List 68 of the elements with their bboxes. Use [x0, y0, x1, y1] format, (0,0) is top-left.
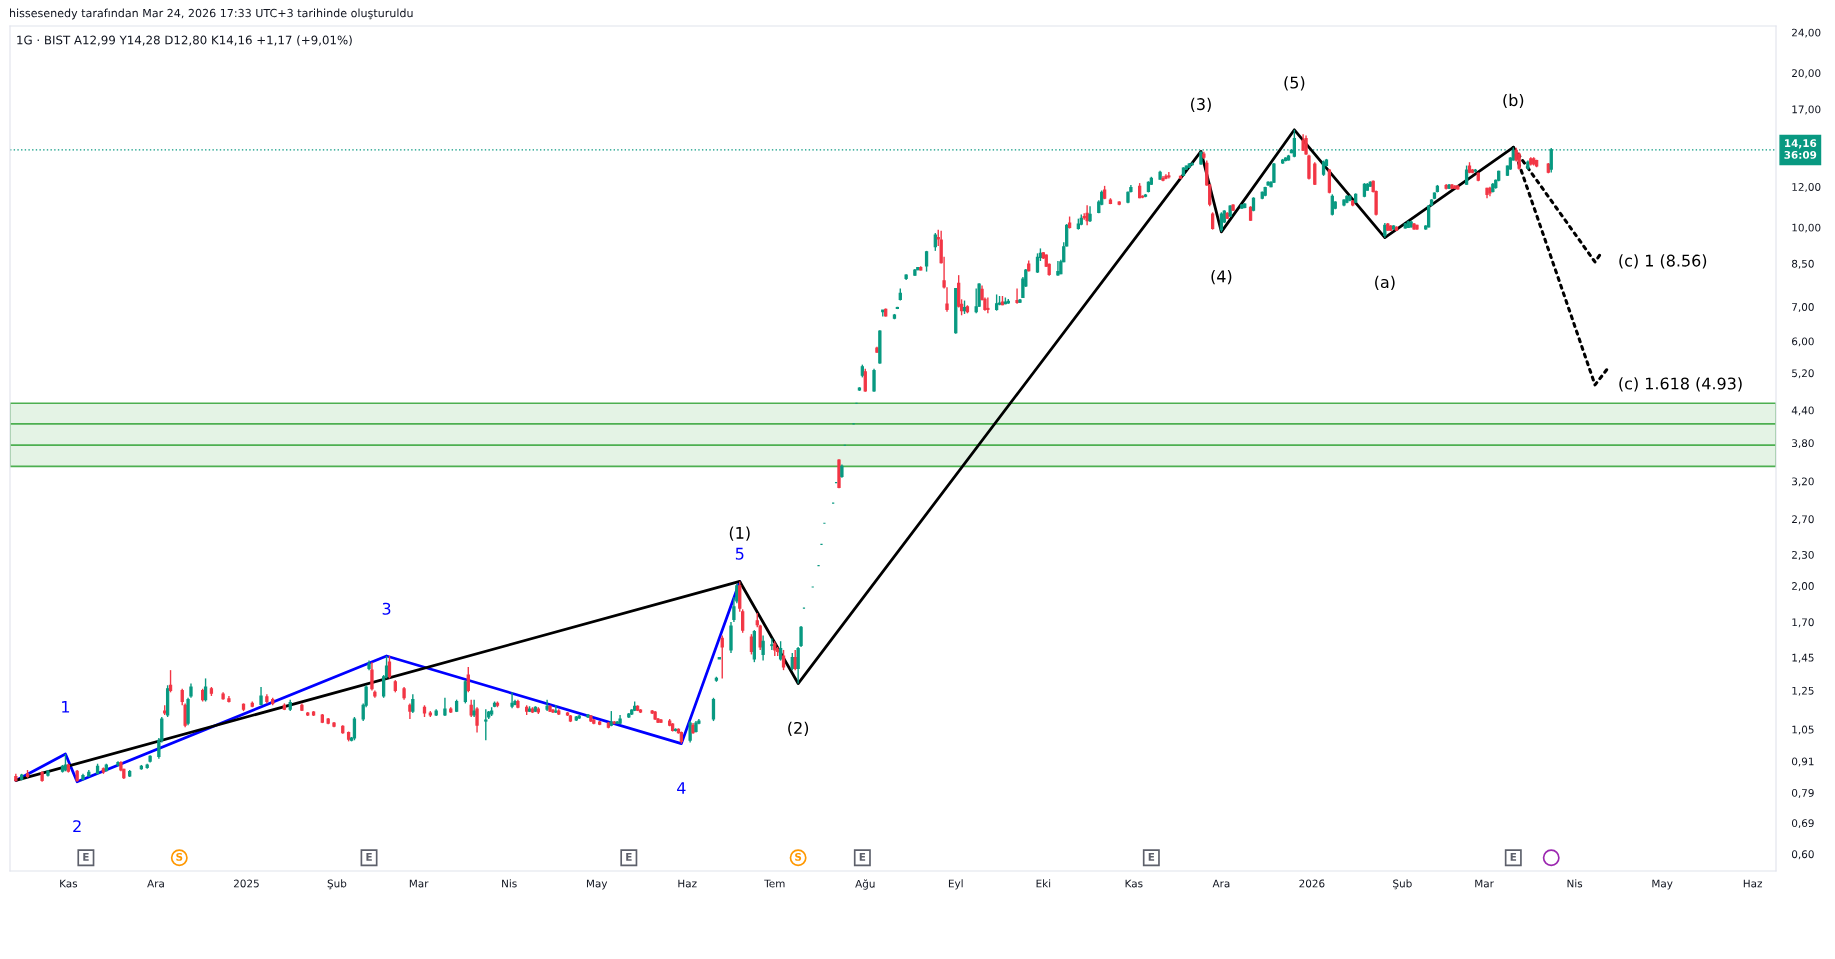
x-tick-label: Haz — [678, 879, 697, 888]
x-tick-label: Tem — [764, 879, 785, 888]
x-tick-label: Kas — [1125, 879, 1143, 888]
x-tick-label: Mar — [409, 879, 429, 888]
x-tick-label: Ağu — [855, 879, 875, 890]
annotation: (1) — [729, 526, 750, 541]
data-label: E — [83, 853, 89, 861]
y-tick-label: 0,69 — [1791, 819, 1814, 829]
data-label: E — [859, 853, 866, 861]
y-tick-label: 12,00 — [1792, 183, 1821, 192]
x-tick-label: Nis — [1567, 879, 1583, 888]
x-tick-label: Haz — [1743, 879, 1763, 888]
data-label: E — [626, 853, 632, 861]
y-tick-label: 4,40 — [1791, 406, 1814, 416]
data-label: E — [1148, 853, 1155, 861]
data-label: E — [366, 853, 372, 861]
annotation: (4) — [1211, 270, 1232, 285]
y-tick-label: 1,70 — [1792, 618, 1814, 628]
y-tick-label: 8,50 — [1791, 259, 1814, 269]
x-tick-label: Ara — [147, 879, 164, 888]
y-tick-label: 2,30 — [1792, 550, 1814, 560]
x-tick-label: Şub — [327, 879, 347, 890]
x-tick-label: Şub — [1393, 879, 1412, 890]
x-tick-label: Mar — [1475, 879, 1494, 888]
annotation: (2) — [788, 721, 809, 736]
x-tick-label: Nis — [502, 879, 517, 888]
y-tick-label: 17,00 — [1792, 105, 1821, 115]
annotation: (3) — [1191, 97, 1211, 113]
y-tick-label: 0,60 — [1791, 850, 1814, 860]
y-tick-label: 7,00 — [1792, 303, 1814, 313]
annotation: (5) — [1284, 76, 1305, 91]
y-tick-label: 2,00 — [1792, 582, 1814, 592]
annotation: 4 — [677, 782, 686, 794]
y-tick-label: 20,00 — [1792, 69, 1821, 79]
data-label: S — [795, 852, 802, 861]
y-tick-label: 2,70 — [1792, 515, 1814, 525]
y-tick-label: 3,80 — [1792, 439, 1814, 449]
x-tick-label: Eyl — [948, 879, 963, 890]
x-tick-label: 2025 — [233, 879, 259, 888]
y-tick-label: 1,45 — [1792, 653, 1814, 663]
x-tick-label: Eki — [1036, 879, 1051, 888]
annotation: 5 — [735, 547, 744, 560]
annotation: 1 — [62, 700, 70, 713]
annotation: (c) 1.618 (4.93) — [1619, 377, 1742, 392]
y-tick-label: 6,00 — [1792, 337, 1814, 347]
y-tick-label: 10,00 — [1792, 223, 1821, 233]
y-tick-label: 24,00 — [1792, 28, 1821, 38]
y-tick-label: 5,20 — [1792, 369, 1814, 379]
y-tick-label: 3,20 — [1792, 477, 1814, 487]
annotation: (b) — [1503, 93, 1524, 109]
x-tick-label: Kas — [60, 879, 78, 888]
y-tick-label: 1,05 — [1792, 725, 1814, 735]
x-tick-label: May — [1652, 879, 1673, 890]
data-label: E — [1510, 853, 1517, 861]
annotation: (c) 1 (8.56) — [1619, 254, 1707, 269]
x-tick-label: Ara — [1212, 879, 1230, 888]
x-tick-label: 2026 — [1299, 879, 1325, 888]
text: hissesenedy tarafından Mar 24, 2026 17:33 UTC+3 tarihinde oluşturuldu — [10, 8, 413, 20]
annotation: (a) — [1375, 275, 1395, 290]
x-tick-label: May — [586, 879, 608, 890]
y-tick-label: 0,91 — [1791, 757, 1814, 767]
y-tick-label: 1,25 — [1792, 686, 1814, 696]
text: 1G · BIST A12,99 Y14,28 D12,80 K14,16 +1,17 (+9,01%) — [17, 35, 352, 46]
y-tick-label: 0,79 — [1791, 788, 1814, 798]
annotation: 3 — [382, 602, 391, 615]
annotation: 2 — [73, 820, 81, 832]
ref-line-label: 14,16 36:09 — [1784, 139, 1817, 159]
data-label: S — [176, 852, 183, 861]
